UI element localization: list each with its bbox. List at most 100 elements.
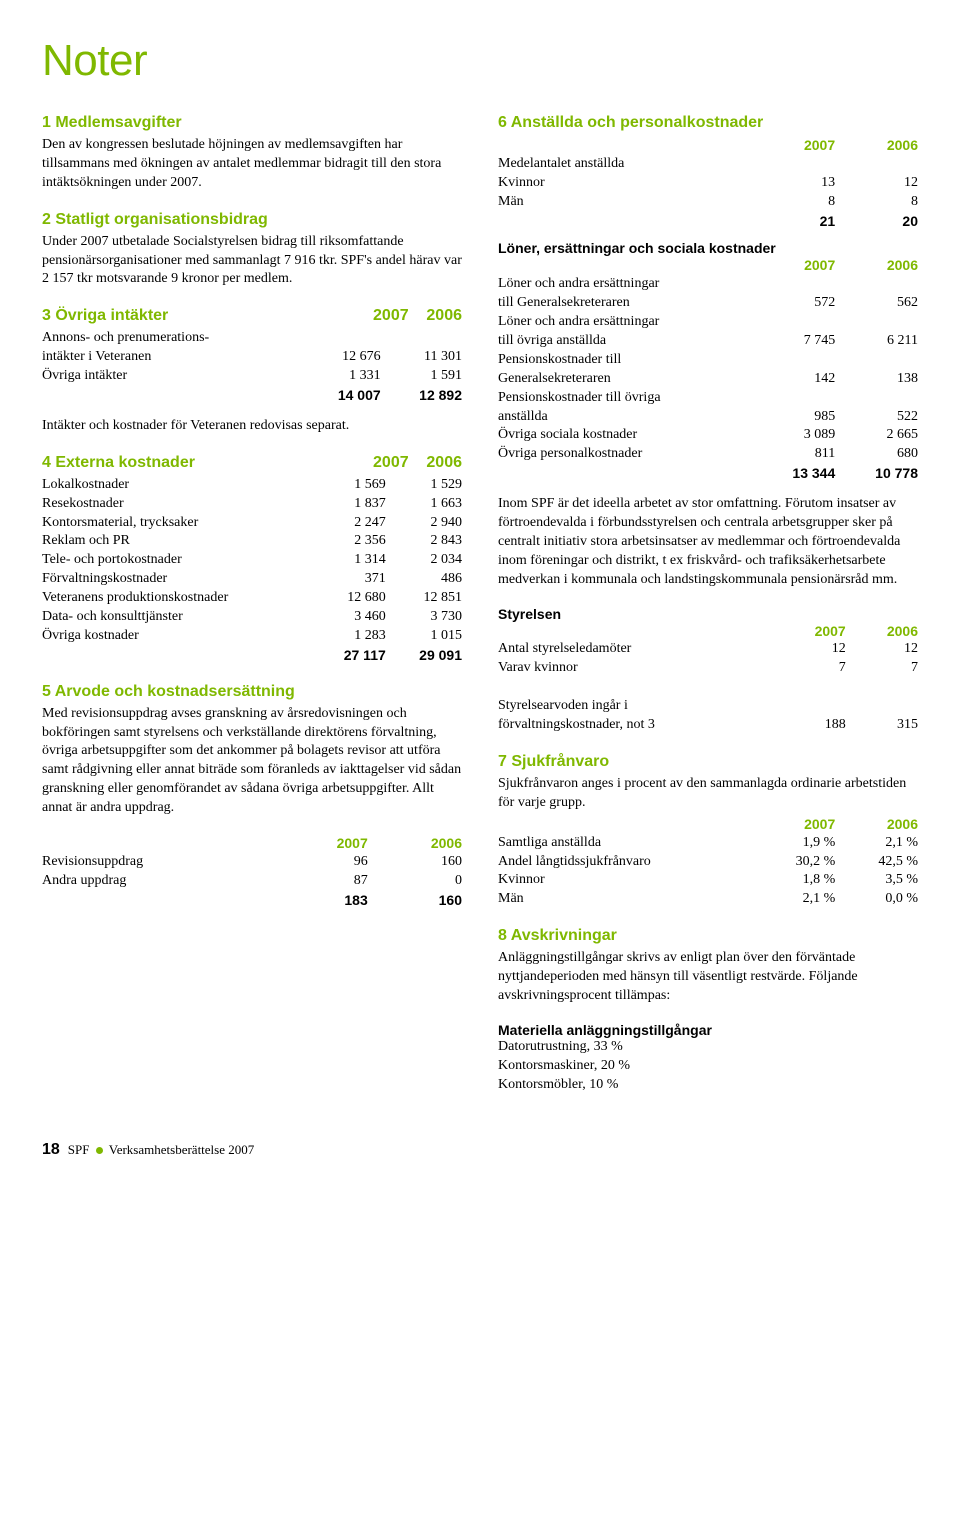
table-total-value: 20 [835, 212, 918, 231]
table-cell-label: intäkter i Veteranen [42, 348, 299, 367]
table-cell-value: 2,1 % [753, 890, 836, 909]
note-7: 7 Sjukfrånvaro Sjukfrånvaron anges i pro… [498, 753, 918, 909]
note-3-heading: 3 Övriga intäkter [42, 307, 168, 325]
table-cell-value: 1 283 [311, 627, 386, 646]
table-cell-value: 13 [752, 174, 835, 193]
note-6-after: Inom SPF är det ideella arbetet av stor … [498, 495, 918, 589]
table-cell-label: Data- och konsulttjänster [42, 608, 311, 627]
note-1-heading: 1 Medlemsavgifter [42, 114, 462, 132]
table-cell-label: Kvinnor [498, 871, 753, 890]
year-2007: 2007 [753, 815, 836, 834]
year-2006: 2006 [846, 622, 918, 641]
table-cell-value: 12 [835, 174, 918, 193]
table-cell-label: Resekostnader [42, 495, 311, 514]
table-cell-value: 12 [773, 640, 845, 659]
table-cell-value: 315 [846, 716, 918, 735]
table-cell-value [381, 329, 462, 348]
table-cell-value: 985 [753, 408, 836, 427]
table-cell-value: 522 [835, 408, 918, 427]
note-6-table-b: 2007 2006 Löner och andra ersättningarti… [498, 256, 918, 483]
table-total-value: 160 [368, 891, 462, 910]
note-3-heading-row: 3 Övriga intäkter 2007 2006 [42, 307, 462, 325]
note-5-body: Med revisionsuppdrag avses granskning av… [42, 705, 462, 818]
table-cell-value: 0,0 % [835, 890, 918, 909]
year-2006: 2006 [835, 815, 918, 834]
depreciation-item: Datorutrustning, 33 % [498, 1038, 918, 1057]
table-cell-value: 8 [835, 193, 918, 212]
table-cell-label: förvaltningskostnader, not 3 [498, 716, 773, 735]
note-6-heading: 6 Anställda och personalkostnader [498, 114, 918, 132]
table-cell-label: Pensionskostnader till övriga [498, 389, 753, 408]
table-cell-value: 3 089 [753, 426, 836, 445]
table-cell-value [773, 697, 845, 716]
table-cell-value: 2,1 % [835, 834, 918, 853]
note-4-table: Lokalkostnader1 5691 529Resekostnader1 8… [42, 476, 462, 665]
table-cell-value: 11 301 [381, 348, 462, 367]
table-cell-value [299, 329, 380, 348]
table-cell-label: Reklam och PR [42, 532, 311, 551]
table-total-value: 10 778 [835, 464, 918, 483]
note-8: 8 Avskrivningar Anläggningstillgångar sk… [498, 927, 918, 1094]
table-cell-label: Lokalkostnader [42, 476, 311, 495]
content-columns: 1 Medlemsavgifter Den av kongressen besl… [42, 114, 918, 1113]
table-cell-label: Kvinnor [498, 174, 752, 193]
table-cell-value: 2 247 [311, 514, 386, 533]
tangible-assets-heading: Materiella anläggningstillgångar [498, 1022, 918, 1038]
table-cell-value: 138 [835, 370, 918, 389]
depreciation-list: Datorutrustning, 33 %Kontorsmaskiner, 20… [498, 1038, 918, 1095]
table-cell-value: 6 211 [835, 332, 918, 351]
table-cell-value: 1,9 % [753, 834, 836, 853]
year-2007: 2007 [373, 307, 409, 324]
brand-name: SPF [68, 1142, 90, 1157]
note-7-body: Sjukfrånvaron anges i procent av den sam… [498, 775, 918, 813]
note-5-table: 2007 2006 Revisionsuppdrag96160Andra upp… [42, 834, 462, 910]
table-cell-value: 1 663 [386, 495, 462, 514]
note-7-heading: 7 Sjukfrånvaro [498, 753, 918, 771]
table-cell-label: Styrelsearvoden ingår i [498, 697, 773, 716]
note-3-table: Annons- och prenumerations-intäkter i Ve… [42, 329, 462, 405]
year-2006: 2006 [426, 307, 462, 324]
table-cell-value: 811 [753, 445, 836, 464]
table-cell-value: 188 [773, 716, 845, 735]
table-cell-value: 42,5 % [835, 853, 918, 872]
table-cell-value: 2 843 [386, 532, 462, 551]
table-cell-label: Löner och andra ersättningar [498, 275, 753, 294]
year-2007: 2007 [373, 454, 409, 471]
table-cell-value: 3 460 [311, 608, 386, 627]
year-2006: 2006 [835, 256, 918, 275]
table-cell-value: 2 034 [386, 551, 462, 570]
table-total-value: 29 091 [386, 646, 462, 665]
table-cell-value: 2 940 [386, 514, 462, 533]
table-cell-label: Män [498, 890, 753, 909]
note-5: 5 Arvode och kostnadsersättning Med revi… [42, 683, 462, 910]
note-6-table-a: 2007 2006 Medelantalet anställda Kvinnor… [498, 136, 918, 230]
table-cell-value: 87 [274, 872, 368, 891]
year-2007: 2007 [752, 136, 835, 155]
table-cell-label: Tele- och portokostnader [42, 551, 311, 570]
table-cell-label: Kontorsmaterial, trycksaker [42, 514, 311, 533]
table-total-value: 12 892 [381, 386, 462, 405]
table-cell-label: till Generalsekreteraren [498, 294, 753, 313]
table-cell-value: 1 314 [311, 551, 386, 570]
table-cell-value [753, 313, 836, 332]
table-cell-value: 486 [386, 570, 462, 589]
table-cell-label: Veteranens produktionskostnader [42, 589, 311, 608]
table-cell-value: 1 569 [311, 476, 386, 495]
year-2007: 2007 [773, 622, 845, 641]
note-4: 4 Externa kostnader 2007 2006 Lokalkostn… [42, 454, 462, 665]
table-cell-value [753, 389, 836, 408]
table-cell-label: Män [498, 193, 752, 212]
table-cell-label: anställda [498, 408, 753, 427]
table-cell-value: 96 [274, 853, 368, 872]
table-cell-label: Annons- och prenumerations- [42, 329, 299, 348]
table-cell-value: 8 [752, 193, 835, 212]
year-2006: 2006 [426, 454, 462, 471]
table-total-value: 183 [274, 891, 368, 910]
table-cell-value: 1 529 [386, 476, 462, 495]
table-cell-label: Generalsekreteraren [498, 370, 753, 389]
table-cell-value [846, 697, 918, 716]
right-column: 6 Anställda och personalkostnader 2007 2… [498, 114, 918, 1113]
table-cell-value [835, 351, 918, 370]
note-4-heading-row: 4 Externa kostnader 2007 2006 [42, 454, 462, 472]
table-cell-value: 160 [368, 853, 462, 872]
